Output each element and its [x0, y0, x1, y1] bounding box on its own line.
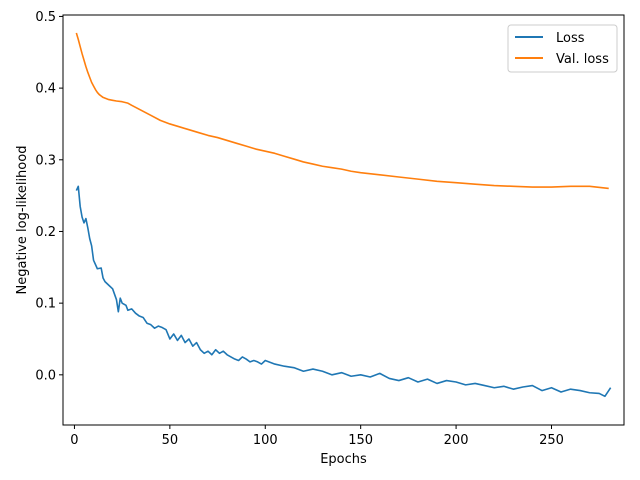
legend-label-val-loss: Val. loss	[556, 52, 609, 67]
y-tick-label: 0.1	[35, 297, 56, 312]
x-tick-label: 100	[253, 433, 278, 448]
y-tick-label: 0.5	[35, 10, 56, 25]
x-tick-label: 250	[539, 433, 564, 448]
series-line-val-loss	[75, 32, 609, 190]
y-axis-label: Negative log-likelihood	[15, 146, 30, 295]
y-axis: 0.0 0.1 0.2 0.3 0.4 0.5	[35, 10, 63, 383]
plot-area	[62, 14, 625, 426]
legend: Loss Val. loss	[507, 24, 618, 73]
y-tick-label: 0.3	[35, 153, 56, 168]
x-axis: 0 50 100 150 200 250	[70, 425, 564, 448]
y-tick-label: 0.2	[35, 225, 56, 240]
x-tick-label: 150	[348, 433, 373, 448]
series-line-loss	[75, 185, 612, 398]
y-tick-label: 0.0	[35, 368, 56, 383]
plot-frame	[62, 14, 625, 426]
legend-label-loss: Loss	[556, 31, 585, 46]
series-layer	[75, 32, 612, 398]
y-tick-label: 0.4	[35, 82, 56, 97]
x-tick-label: 50	[162, 433, 179, 448]
x-axis-label: Epochs	[320, 452, 367, 467]
x-tick-label: 0	[70, 433, 78, 448]
x-tick-label: 200	[444, 433, 469, 448]
